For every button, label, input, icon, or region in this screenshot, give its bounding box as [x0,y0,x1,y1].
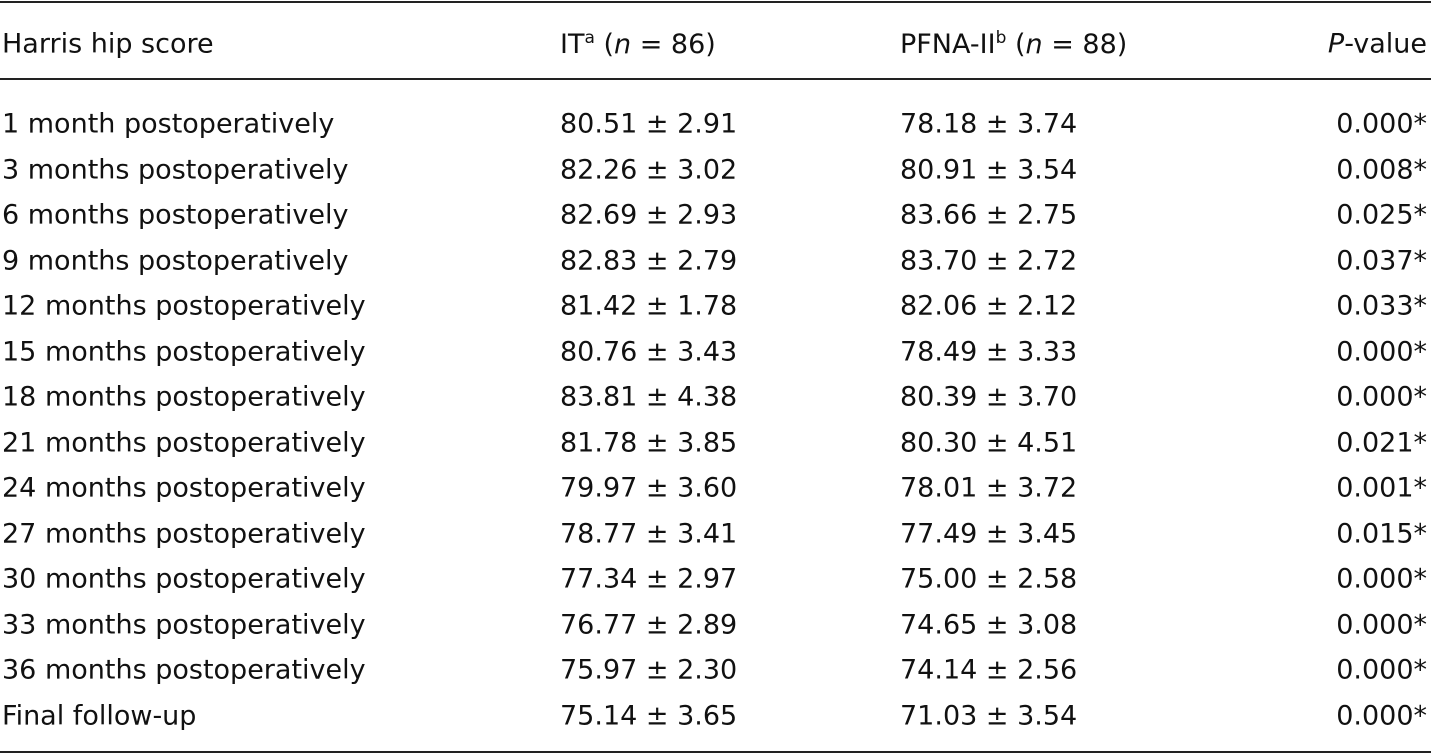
table-cell: 0.000* [1336,654,1427,686]
row-label: 24 months postoperatively [2,472,366,504]
header-text: n [1025,29,1043,60]
table-cell: 83.66 ± 2.75 [900,199,1078,231]
table-cell: 83.70 ± 2.72 [900,245,1078,276]
header-text: = 86) [631,29,716,60]
table-cell: 76.77 ± 2.89 [560,609,738,640]
bottom-rule [0,751,1431,753]
table-cell: 0.001* [1336,472,1427,504]
table-cell: 0.000* [1336,700,1427,731]
table-cell: 80.76 ± 3.43 [560,336,738,367]
table-cell: 78.77 ± 3.41 [560,518,738,549]
table-cell: 0.015* [1336,518,1427,549]
table-cell: 82.06 ± 2.12 [900,290,1078,322]
header-rule [0,78,1431,80]
row-label: 18 months postoperatively [2,381,366,413]
table-cell: 83.81 ± 4.38 [560,381,738,413]
table-cell: 0.033* [1336,290,1427,322]
table-cell: 0.008* [1336,154,1427,185]
header-text: -value [1344,28,1427,60]
table-cell: 82.26 ± 3.02 [560,154,738,185]
table-cell: 74.14 ± 2.56 [900,654,1078,686]
table-cell: 82.83 ± 2.79 [560,245,738,276]
row-label: 15 months postoperatively [2,336,366,367]
table-cell: 0.000* [1336,563,1427,595]
row-label: 1 month postoperatively [2,108,335,140]
table-cell: 82.69 ± 2.93 [560,199,738,231]
header-cell: PFNA-IIb (n = 88) [900,28,1128,60]
table-cell: 0.000* [1336,336,1427,367]
header-text: PFNA-II [900,29,996,60]
row-label: 6 months postoperatively [2,199,349,231]
table-cell: 74.65 ± 3.08 [900,609,1078,640]
row-label: 21 months postoperatively [2,427,366,458]
header-cell: Harris hip score [2,31,214,58]
table-cell: 79.97 ± 3.60 [560,472,738,504]
table-cell: 75.14 ± 3.65 [560,700,738,731]
header-text: ( [594,29,615,60]
header-text: IT [560,29,585,60]
table-cell: 80.91 ± 3.54 [900,154,1078,185]
table-cell: 0.000* [1336,381,1427,413]
table-cell: 78.01 ± 3.72 [900,472,1078,504]
table-cell: 77.49 ± 3.45 [900,518,1078,549]
table-cell: 71.03 ± 3.54 [900,700,1078,731]
row-label: 36 months postoperatively [2,654,366,686]
row-label: 30 months postoperatively [2,563,366,595]
table-cell: 81.78 ± 3.85 [560,427,738,458]
row-label: 27 months postoperatively [2,518,366,549]
table-cell: 0.000* [1336,108,1427,140]
table-cell: 78.49 ± 3.33 [900,336,1078,367]
table-cell: 0.037* [1336,245,1427,276]
table-cell: 81.42 ± 1.78 [560,290,738,322]
header-text: = 88) [1042,29,1128,60]
header-text: a [584,28,595,48]
table-cell: 80.39 ± 3.70 [900,381,1078,413]
table-cell: 78.18 ± 3.74 [900,108,1078,140]
header-text: Harris hip score [2,28,214,60]
table-cell: 77.34 ± 2.97 [560,563,738,595]
header-text: P [1327,28,1345,60]
table-cell: 80.30 ± 4.51 [900,427,1078,458]
table-cell: 80.51 ± 2.91 [560,108,738,140]
row-label: 3 months postoperatively [2,154,349,185]
table-cell: 0.021* [1336,427,1427,458]
header-text: n [614,29,632,60]
table-cell: 75.97 ± 2.30 [560,654,738,686]
header-text: ( [1006,29,1026,60]
row-label: 9 months postoperatively [2,245,349,276]
table-cell: 75.00 ± 2.58 [900,563,1078,595]
table-cell: 0.000* [1336,609,1427,640]
header-cell: ITa (n = 86) [560,28,716,60]
table-cell: 0.025* [1336,199,1427,231]
row-label: 33 months postoperatively [2,609,366,640]
header-text: b [995,28,1007,48]
top-rule [0,1,1431,3]
header-cell: P-value [1328,31,1427,58]
row-label: 12 months postoperatively [2,290,366,322]
row-label: Final follow-up [2,700,197,731]
